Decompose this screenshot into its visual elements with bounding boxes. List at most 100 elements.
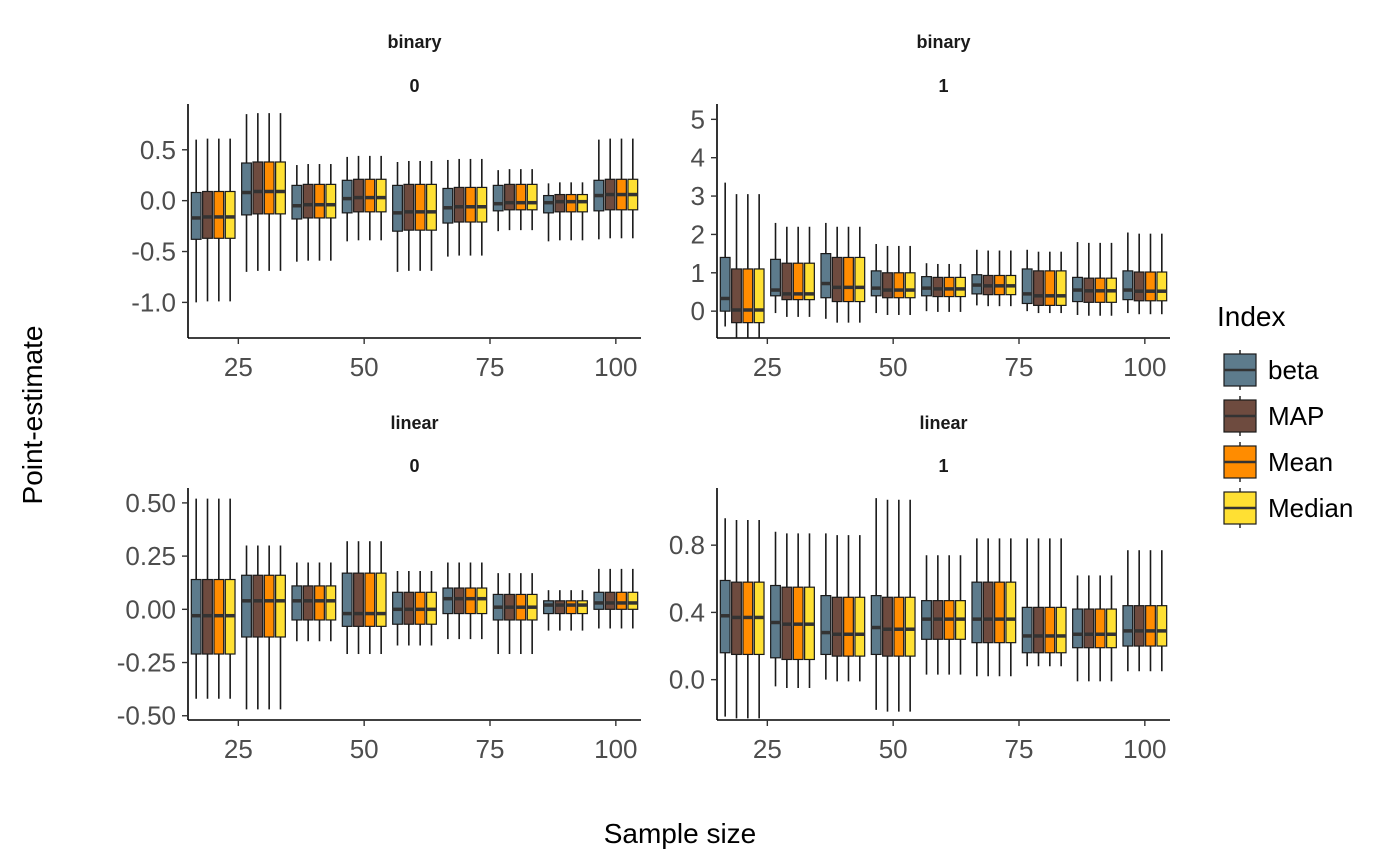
strip-label: 1: [938, 76, 948, 96]
y-axis-title: Point-estimate: [17, 326, 48, 505]
y-tick-label: 0.00: [125, 594, 176, 624]
panel-3: linear 0 -0.50 -0.25 0.00 0.25 0.50 25 50 75 100: [117, 413, 641, 764]
box-beta-n100: [593, 591, 605, 610]
box-median-n60: [426, 183, 437, 231]
box-median-n30: [275, 161, 286, 215]
box-mean-n40: [843, 256, 854, 303]
y-tick-label: 5: [691, 104, 705, 134]
box-median-n50: [904, 596, 916, 657]
box-median-n80: [1055, 270, 1067, 306]
box-beta-n30: [770, 258, 781, 297]
x-tick-label: 25: [753, 352, 782, 382]
x-tick-label: 75: [476, 734, 505, 764]
y-tick-label: 0.50: [125, 488, 176, 518]
panel-1: binary 0 -1.0 -0.5 0.0 0.5 25 50 75 100: [131, 32, 641, 382]
box-map-n80: [1033, 606, 1044, 654]
box-beta-n70: [442, 587, 454, 615]
box-beta-n70: [442, 187, 454, 224]
box-map-n80: [504, 183, 515, 211]
box-map-n30: [252, 161, 264, 215]
x-tick-label: 25: [224, 734, 253, 764]
box-beta-n80: [492, 184, 504, 212]
box-median-n20: [753, 268, 765, 324]
box-beta-n100: [1122, 605, 1134, 647]
strip-label: linear: [919, 413, 967, 433]
box-mean-n90: [1094, 608, 1106, 649]
box-mean-n70: [465, 186, 476, 223]
box-beta-n90: [543, 600, 554, 615]
x-tick-label: 100: [1123, 352, 1166, 382]
box-map-n60: [403, 183, 415, 231]
box-mean-n100: [616, 591, 627, 610]
y-tick-label: 1: [691, 258, 705, 288]
strip-label: 0: [409, 456, 419, 476]
box-beta-n80: [1021, 606, 1033, 654]
box-mean-n20: [742, 268, 754, 324]
box-median-n40: [325, 183, 337, 219]
strip-label: 1: [938, 456, 948, 476]
box-mean-n40: [843, 596, 854, 657]
box-mean-n30: [792, 262, 804, 301]
x-tick-label: 25: [224, 352, 253, 382]
box-median-n80: [1055, 606, 1067, 654]
box-beta-n60: [921, 276, 932, 297]
box-mean-n50: [893, 272, 905, 299]
legend-items: beta MAP Mean Median: [1223, 350, 1353, 528]
box-beta-n70: [971, 581, 983, 644]
box-beta-n60: [392, 184, 403, 232]
box-mean-n70: [994, 581, 1005, 644]
box-mean-n100: [1145, 605, 1156, 647]
box-map-n80: [1033, 270, 1044, 306]
box-mean-n50: [364, 178, 376, 213]
panel-2: binary 1 0 1 2 3 4 5 25 50 75 100: [691, 32, 1170, 382]
x-tick-label: 75: [1005, 734, 1034, 764]
box-map-n40: [302, 183, 314, 219]
x-tick-label: 100: [594, 352, 637, 382]
y-tick-label: -1.0: [131, 287, 176, 317]
box-mean-n40: [314, 183, 325, 219]
y-tick-label: 3: [691, 181, 705, 211]
x-tick-label: 75: [1005, 352, 1034, 382]
box-mean-n80: [1044, 270, 1056, 306]
box-beta-n50: [870, 594, 882, 656]
box-map-n60: [932, 276, 944, 298]
box-median-n100: [627, 591, 639, 610]
box-beta-n40: [820, 253, 832, 299]
y-tick-label: 2: [691, 219, 705, 249]
box-map-n40: [831, 596, 843, 657]
box-mean-n60: [414, 183, 426, 231]
x-tick-label: 100: [1123, 734, 1166, 764]
box-map-n100: [604, 591, 616, 610]
box-median-n90: [1106, 608, 1117, 649]
box-beta-n40: [820, 594, 832, 656]
box-median-n40: [325, 585, 337, 621]
box-beta-n50: [341, 179, 353, 214]
box-mean-n50: [364, 572, 376, 627]
box-map-n20: [731, 268, 742, 324]
box-median-n40: [854, 256, 866, 303]
box-median-n40: [854, 596, 866, 657]
box-beta-n50: [870, 270, 882, 297]
strip-label: 0: [409, 76, 419, 96]
panel-4: linear 1 0.0 0.4 0.8 25 50 75 100: [669, 413, 1170, 764]
box-median-n70: [1005, 581, 1017, 644]
box-map-n100: [1133, 271, 1145, 302]
box-map-n30: [252, 574, 264, 638]
box-mean-n80: [515, 183, 527, 211]
y-tick-label: 4: [691, 143, 705, 173]
box-mean-n40: [314, 585, 325, 621]
box-map-n70: [453, 186, 465, 223]
x-tick-label: 50: [879, 352, 908, 382]
y-tick-label: 0.5: [140, 135, 176, 165]
box-median-n100: [1156, 605, 1168, 647]
legend-label: Median: [1268, 493, 1353, 523]
box-beta-n40: [291, 585, 303, 621]
box-median-n60: [955, 276, 966, 298]
box-map-n100: [1133, 605, 1145, 647]
box-map-n70: [982, 581, 994, 644]
y-tick-label: 0.4: [669, 597, 705, 627]
legend-item-beta: beta: [1223, 350, 1319, 390]
box-mean-n30: [263, 574, 275, 638]
y-tick-label: -0.5: [131, 237, 176, 267]
